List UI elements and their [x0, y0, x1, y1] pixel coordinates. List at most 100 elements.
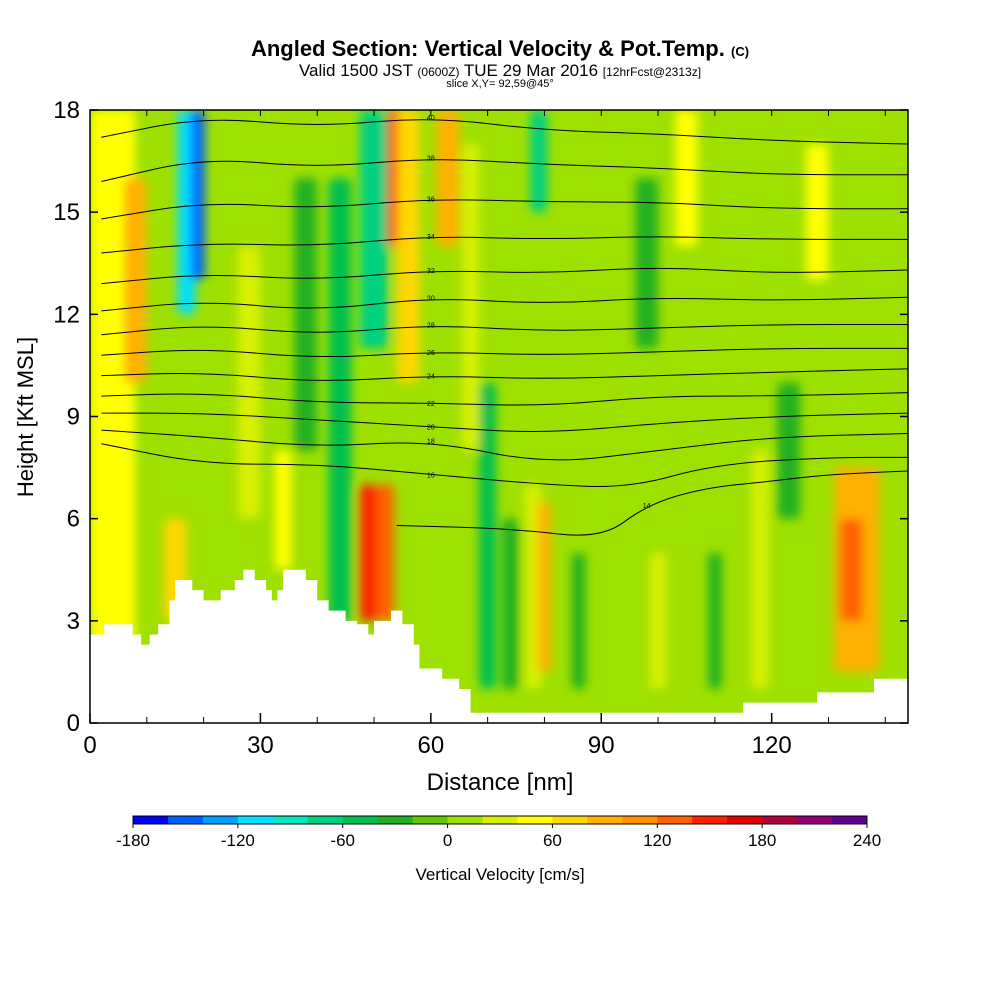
velocity-column-17 [501, 518, 519, 689]
theta-contour-22 [101, 392, 908, 406]
colorbar: -180 -120 -60 0 60 120 180 240 [116, 815, 881, 850]
theta-contour-label: 34 [427, 234, 435, 241]
velocity-column-10 [359, 484, 377, 621]
velocity-columns [90, 110, 880, 723]
potential-temperature-contours: 14 16 18 20 22 24 26 28 30 32 34 36 38 40 [101, 115, 908, 536]
colorbar-label: Vertical Velocity [cm/s] [415, 865, 584, 884]
theta-contour-label: 28 [427, 323, 435, 330]
colorbar-swatch [692, 816, 728, 824]
theta-contour-18 [101, 429, 908, 461]
colorbar-swatch [412, 816, 449, 824]
colorbar-swatch [447, 816, 484, 824]
colorbar-tick-label: 120 [643, 831, 671, 850]
colorbar-tick-label: 240 [853, 831, 881, 850]
velocity-column-18 [524, 484, 542, 689]
theta-contour-32 [101, 267, 908, 285]
theta-contour-label: 38 [427, 156, 435, 163]
valid-time-label: Valid 1500 JST [298, 61, 413, 80]
colorbar-swatch [587, 816, 623, 824]
velocity-column-7 [294, 178, 318, 451]
colorbar-swatch [797, 816, 833, 824]
x-tick-label: 0 [83, 732, 96, 759]
velocity-column-9 [359, 110, 389, 349]
colorbar-swatch [272, 816, 309, 824]
x-axis: 0 30 60 90 120 [83, 110, 886, 759]
terrain-profile [90, 569, 908, 723]
velocity-column-22 [635, 178, 659, 349]
colorbar-tick-label: -120 [221, 831, 255, 850]
theta-contour-label: 20 [427, 425, 435, 432]
forecast-run: [12hrFcst@2313z] [602, 65, 702, 79]
colorbar-swatch [377, 816, 414, 824]
theta-contour-38 [101, 159, 908, 183]
theta-contour-label: 16 [427, 472, 435, 479]
chart-title: Angled Section: Vertical Velocity & Pot.… [0, 36, 1000, 62]
velocity-column-0 [90, 110, 136, 723]
chart-subtitle: Valid 1500 JST (0600Z) TUE 29 Mar 2016 [… [0, 61, 1000, 81]
theta-contour-label: 18 [427, 438, 435, 445]
theta-contour-34 [101, 236, 908, 254]
theta-contour-24 [101, 368, 908, 381]
colorbar-swatch [202, 816, 239, 824]
theta-contour-36 [101, 199, 908, 220]
y-axis-label: Height [Kft MSL] [13, 337, 38, 497]
theta-contour-26 [101, 347, 908, 358]
velocity-column-23 [649, 552, 667, 689]
velocity-column-19 [537, 501, 552, 672]
theta-contour-30 [101, 296, 908, 312]
colorbar-swatch [727, 816, 763, 824]
velocity-column-6 [274, 450, 292, 570]
chart-title-unit: (C) [731, 44, 750, 59]
velocity-column-25 [708, 552, 722, 689]
valid-date: TUE 29 Mar 2016 [463, 61, 599, 80]
velocity-column-26 [751, 450, 769, 689]
colorbar-tick-label: 60 [543, 831, 562, 850]
x-tick-label: 90 [588, 732, 615, 759]
terrain-mask [90, 569, 908, 723]
y-tick-label: 0 [67, 710, 80, 737]
velocity-column-11 [376, 484, 394, 621]
theta-contour-label: 32 [427, 268, 435, 275]
theta-contour-40 [101, 119, 908, 145]
colorbar-swatch [832, 816, 868, 824]
y-tick-label: 18 [53, 97, 80, 124]
y-tick-label: 15 [53, 199, 80, 226]
velocity-column-21 [571, 552, 586, 689]
x-tick-label: 120 [752, 732, 792, 759]
velocity-column-27 [777, 382, 801, 519]
colorbar-swatch [622, 816, 658, 824]
colorbar-swatch [237, 816, 274, 824]
colorbar-swatch [307, 816, 344, 824]
velocity-column-16 [479, 382, 497, 689]
y-tick-label: 12 [53, 301, 80, 328]
colorbar-frame [132, 815, 868, 825]
velocity-column-24 [675, 110, 698, 247]
theta-contour-label: 36 [427, 197, 435, 204]
colorbar-swatch [482, 816, 518, 824]
velocity-column-13 [396, 110, 420, 383]
colorbar-swatch [517, 816, 553, 824]
theta-contour-label: 24 [427, 374, 435, 381]
colorbar-tick-label: -180 [116, 831, 150, 850]
chart-title-text: Angled Section: Vertical Velocity & Pot.… [250, 36, 725, 61]
x-tick-label: 30 [247, 732, 274, 759]
colorbar-tick-label: -60 [330, 831, 355, 850]
velocity-column-20 [530, 110, 548, 213]
velocity-column-5 [237, 246, 261, 519]
colorbar-swatch [657, 816, 693, 824]
theta-contour-14 [396, 470, 908, 536]
y-tick-label: 9 [67, 404, 80, 431]
theta-contour-28 [101, 324, 908, 336]
velocity-column-28 [805, 144, 829, 281]
velocity-column-8 [328, 178, 352, 621]
x-axis-label: Distance [nm] [427, 769, 574, 796]
theta-contour-label: 22 [427, 401, 435, 408]
theta-contour-label: 26 [427, 350, 435, 357]
y-tick-label: 3 [67, 608, 80, 635]
velocity-column-4 [191, 110, 205, 281]
theta-contour-label: 30 [427, 295, 435, 302]
theta-contour-20 [101, 412, 908, 432]
colorbar-tick-label: 180 [748, 831, 776, 850]
velocity-column-14 [436, 110, 460, 247]
x-tick-label: 60 [417, 732, 444, 759]
